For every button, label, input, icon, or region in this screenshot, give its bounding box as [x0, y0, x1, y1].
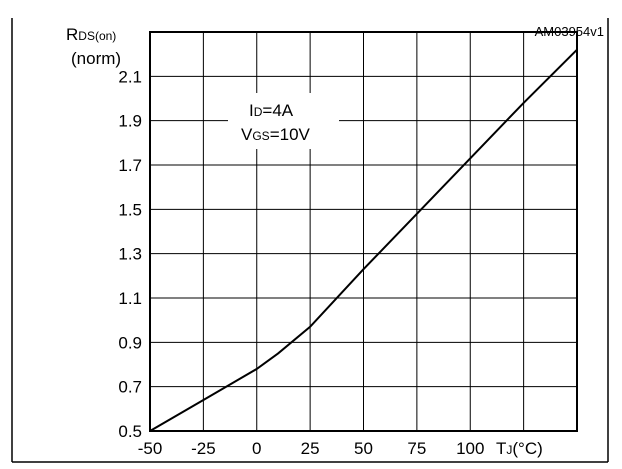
grid — [150, 32, 577, 431]
y-tick-label: 2.1 — [118, 67, 142, 86]
y-tick-label: 1.5 — [118, 200, 142, 219]
y-tick-label: 1.1 — [118, 289, 142, 308]
annotation-1-sub: D — [254, 105, 263, 119]
x-axis-label-main: T — [496, 439, 506, 458]
x-tick-label: 75 — [407, 439, 426, 458]
y-tick-label: 0.9 — [118, 333, 142, 352]
y-axis-label-line2: (norm) — [71, 49, 121, 68]
annotation-1-rest: =4A — [262, 101, 293, 120]
x-tick-label: 50 — [354, 439, 373, 458]
x-tick-label: 25 — [301, 439, 320, 458]
annotation-2-rest: =10V — [270, 125, 311, 144]
y-axis-label-main: R — [66, 25, 78, 44]
annotation-line-1: ID=4A — [249, 101, 294, 120]
x-tick-label: 100 — [456, 439, 484, 458]
series-line — [149, 48, 578, 432]
x-axis-label-unit: (°C) — [512, 439, 542, 458]
annotation-2-main: V — [241, 125, 253, 144]
y-tick-label: 0.5 — [118, 422, 142, 441]
y-axis-label: RDS(on) — [66, 25, 116, 44]
y-axis-label-sub: DS(on) — [78, 29, 116, 43]
y-tick-label: 0.7 — [118, 378, 142, 397]
annotation-2-sub: GS — [252, 129, 269, 143]
plot-area-border — [149, 31, 578, 432]
x-axis-label-sub: J — [506, 443, 512, 457]
x-tick-label: 0 — [252, 439, 261, 458]
x-axis-label: TJ(°C) — [496, 439, 543, 458]
annotation-box — [228, 93, 339, 149]
x-tick-label: -50 — [138, 439, 163, 458]
y-tick-label: 1.7 — [118, 156, 142, 175]
annotation-line-2: VGS=10V — [241, 125, 311, 144]
x-tick-label: -25 — [191, 439, 216, 458]
annotation-1-main: I — [249, 101, 254, 120]
tick-labels: -50 -25 0 25 50 75 100 0.5 0.7 0.9 1.1 1.3 1.5 1.7 1.9… — [118, 67, 484, 458]
y-tick-label: 1.3 — [118, 245, 142, 264]
y-tick-label: 1.9 — [118, 112, 142, 131]
